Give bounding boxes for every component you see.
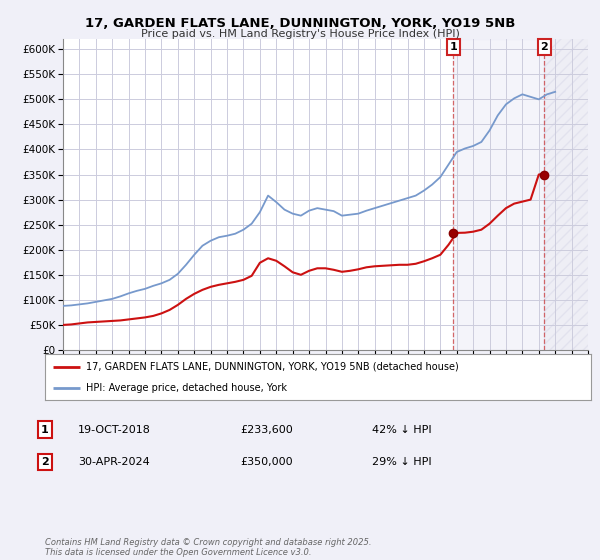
Text: 17, GARDEN FLATS LANE, DUNNINGTON, YORK, YO19 5NB: 17, GARDEN FLATS LANE, DUNNINGTON, YORK,… <box>85 17 515 30</box>
Bar <box>454 39 544 350</box>
Text: 1: 1 <box>41 424 49 435</box>
Text: HPI: Average price, detached house, York: HPI: Average price, detached house, York <box>86 383 287 393</box>
Bar <box>544 39 600 350</box>
Text: Contains HM Land Registry data © Crown copyright and database right 2025.
This d: Contains HM Land Registry data © Crown c… <box>45 538 371 557</box>
Text: 2: 2 <box>41 457 49 467</box>
Text: £233,600: £233,600 <box>240 424 293 435</box>
Text: 30-APR-2024: 30-APR-2024 <box>78 457 150 467</box>
Text: 42% ↓ HPI: 42% ↓ HPI <box>372 424 431 435</box>
Text: Price paid vs. HM Land Registry's House Price Index (HPI): Price paid vs. HM Land Registry's House … <box>140 29 460 39</box>
Text: 2: 2 <box>541 42 548 52</box>
Text: 1: 1 <box>449 42 457 52</box>
Text: 29% ↓ HPI: 29% ↓ HPI <box>372 457 431 467</box>
Text: 19-OCT-2018: 19-OCT-2018 <box>78 424 151 435</box>
Text: £350,000: £350,000 <box>240 457 293 467</box>
Text: 17, GARDEN FLATS LANE, DUNNINGTON, YORK, YO19 5NB (detached house): 17, GARDEN FLATS LANE, DUNNINGTON, YORK,… <box>86 362 459 372</box>
